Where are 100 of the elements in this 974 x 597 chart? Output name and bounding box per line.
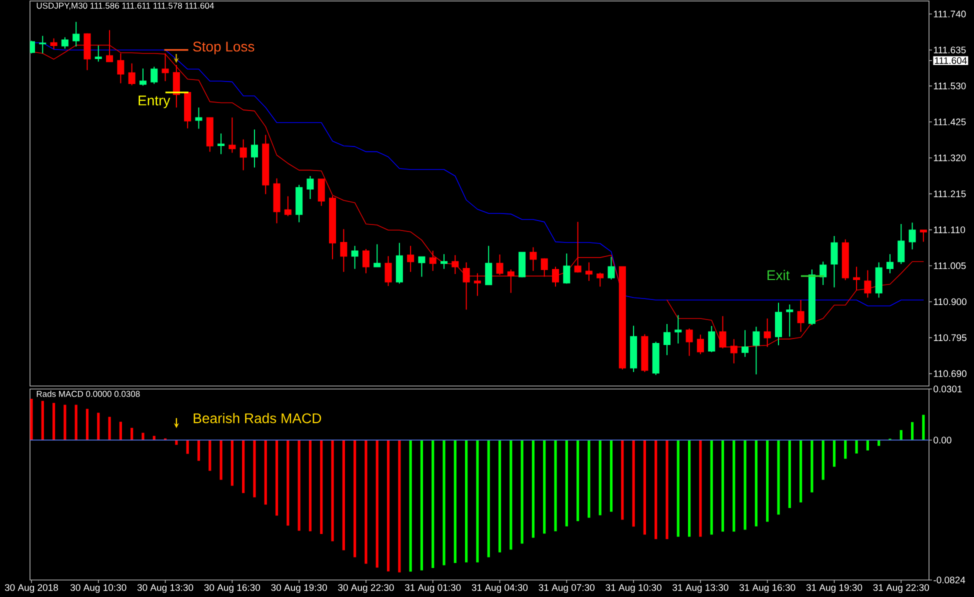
x-tick-label: 31 Aug 04:30 [472, 584, 528, 593]
annotation: Entry [138, 96, 170, 108]
candlestick [50, 38, 58, 50]
y-tick-label: 111.005 [934, 262, 966, 270]
candlestick [340, 228, 348, 272]
candlestick [708, 326, 716, 353]
bar [543, 440, 546, 534]
bar [855, 440, 858, 454]
bar [175, 440, 178, 445]
candlestick [730, 338, 738, 364]
bar [142, 432, 144, 440]
bar [610, 440, 613, 512]
candlestick [128, 62, 136, 86]
bar [409, 440, 412, 572]
bar [520, 440, 524, 544]
candlestick [920, 229, 927, 242]
bar [621, 440, 624, 520]
x-tick-label: 31 Aug 07:30 [538, 584, 595, 593]
y-tick-label: 111.604 [934, 57, 967, 64]
candlestick [518, 252, 526, 278]
candlestick [440, 254, 448, 270]
bar [822, 440, 824, 480]
candlestick [306, 176, 314, 200]
candlestick [898, 223, 905, 265]
y-tick-label: 111.635 [934, 46, 966, 54]
x-tick-label: 30 Aug 22:30 [338, 584, 394, 593]
bar [598, 440, 602, 516]
candlestick [250, 128, 258, 168]
candlestick [786, 304, 794, 338]
bar [86, 408, 89, 440]
bar [910, 422, 914, 440]
y-tick-label: 111.530 [934, 82, 966, 90]
bar [532, 440, 535, 538]
candlestick [117, 52, 124, 84]
x-tick-label: 31 Aug 16:30 [739, 584, 796, 593]
candlestick [764, 318, 771, 348]
x-tick-label: 30 Aug 10:30 [70, 584, 126, 593]
candlestick [195, 107, 202, 130]
y-tick-label: 110.795 [934, 334, 966, 342]
bar [766, 440, 769, 522]
bar [688, 440, 691, 537]
bar [632, 440, 635, 527]
bar [732, 440, 736, 532]
candlestick [608, 256, 615, 280]
candlestick [641, 334, 648, 372]
candlestick [530, 246, 537, 272]
candlestick [218, 133, 225, 155]
bar [788, 440, 791, 508]
bar [777, 440, 780, 515]
chart-title: USDJPY,M30 111.586 111.611 111.578 111.604 [36, 2, 214, 10]
bar [465, 440, 468, 562]
y-tick-label: 0.00 [934, 436, 952, 444]
bar [900, 430, 902, 440]
bar [208, 440, 212, 471]
x-tick-label: 30 Aug 13:30 [137, 584, 194, 593]
candlestick [396, 242, 403, 284]
candlestick [384, 256, 392, 286]
candlestick [407, 245, 414, 272]
y-tick-label: 111.425 [934, 118, 966, 126]
bar [420, 440, 424, 570]
bar [242, 440, 245, 494]
bar [710, 440, 713, 535]
candlestick [596, 272, 604, 288]
candlestick [228, 116, 236, 154]
bar [197, 440, 200, 461]
candlestick [507, 269, 514, 294]
candlestick [452, 254, 459, 274]
bar [487, 440, 490, 558]
candlestick [262, 134, 270, 195]
bar [554, 440, 557, 532]
candlestick [162, 52, 169, 82]
bar [364, 440, 368, 564]
bar [654, 440, 658, 540]
bar [320, 440, 323, 534]
x-tick-label: 30 Aug 16:30 [204, 584, 260, 593]
candlestick [563, 252, 570, 284]
candlestick [139, 68, 146, 86]
candlestick [618, 266, 626, 370]
candlestick [474, 272, 481, 296]
bar [676, 440, 680, 537]
candlestick [462, 262, 470, 310]
x-tick-label: 31 Aug 01:30 [404, 584, 461, 593]
candlestick [496, 254, 504, 276]
annotation: Bearish Rads MACD [194, 412, 322, 424]
bar [30, 398, 33, 440]
candlestick [585, 262, 592, 282]
y-tick-label: 111.215 [934, 190, 966, 198]
bar [799, 440, 802, 502]
y-tick-label: 111.740 [934, 10, 966, 18]
candlestick [106, 30, 114, 62]
candlestick [719, 316, 726, 349]
candlestick [853, 266, 860, 291]
candlestick [418, 256, 426, 278]
bar [699, 440, 702, 537]
x-tick-label: 31 Aug 19:30 [806, 584, 862, 593]
candlestick [752, 326, 760, 375]
candlestick [808, 269, 816, 326]
candlestick [184, 92, 192, 129]
candlestick [864, 270, 872, 298]
bar [643, 440, 646, 535]
